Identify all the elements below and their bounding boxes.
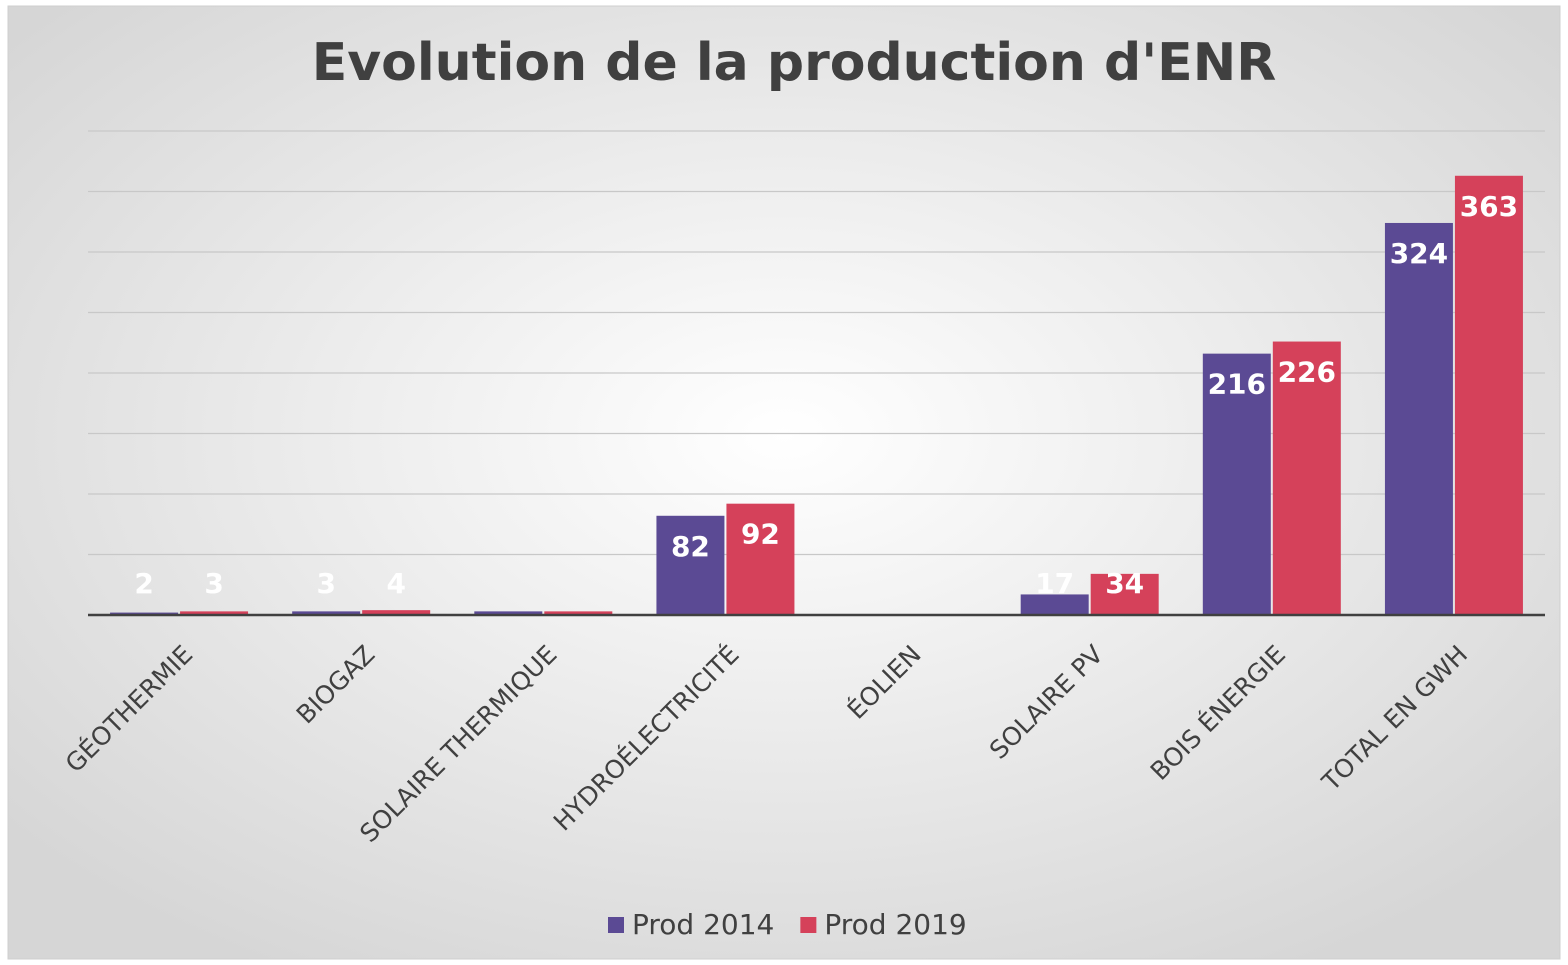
data-label: 2 bbox=[134, 567, 153, 600]
bar bbox=[1090, 573, 1159, 615]
bar bbox=[180, 611, 249, 615]
data-label: 3 bbox=[316, 567, 335, 600]
bar bbox=[1020, 594, 1089, 615]
data-label: 4 bbox=[386, 567, 405, 600]
data-label: 216 bbox=[1208, 368, 1266, 401]
bar bbox=[1454, 175, 1523, 615]
bar bbox=[656, 515, 725, 615]
bar bbox=[362, 610, 431, 615]
data-label: 34 bbox=[1105, 567, 1144, 600]
bar bbox=[1202, 353, 1271, 615]
bar bbox=[1272, 341, 1341, 615]
data-label: 3 bbox=[204, 567, 223, 600]
bar bbox=[474, 611, 543, 615]
data-label: 82 bbox=[671, 530, 710, 563]
bar bbox=[726, 503, 795, 615]
bar bbox=[292, 611, 361, 615]
bar bbox=[1384, 222, 1453, 615]
data-label: 324 bbox=[1390, 237, 1448, 270]
bar bbox=[544, 611, 613, 615]
legend-label: Prod 2014 bbox=[632, 908, 774, 941]
legend-label: Prod 2019 bbox=[824, 908, 966, 941]
data-label: 363 bbox=[1460, 190, 1518, 223]
data-label: 17 bbox=[1035, 567, 1074, 600]
legend-swatch bbox=[608, 917, 624, 933]
legend-swatch bbox=[800, 917, 817, 933]
data-label: 226 bbox=[1278, 356, 1336, 389]
data-label: 92 bbox=[741, 518, 780, 551]
chart-title: Evolution de la production d'ENR bbox=[312, 33, 1277, 93]
